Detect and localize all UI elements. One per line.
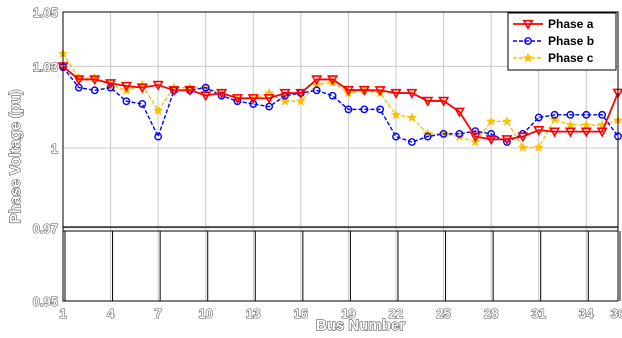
x-tick-label: 28	[484, 306, 498, 321]
x-tick-label: 36	[611, 306, 622, 321]
x-tick-label: 25	[436, 306, 450, 321]
data-point	[518, 143, 527, 151]
y-tick-label: 0.97	[33, 221, 58, 236]
legend: Phase a Phase b Phase c	[508, 13, 616, 70]
y-axis-title: Phase Voltage (pu)	[7, 90, 24, 224]
x-tick-label: 1	[59, 306, 66, 321]
legend-label: Phase c	[548, 51, 594, 65]
x-tick-label: 13	[246, 306, 260, 321]
y-tick-label: 1.03	[33, 59, 58, 74]
x-tick-label: 10	[198, 306, 212, 321]
y-tick-label: 1.05	[33, 5, 58, 20]
series-line	[63, 67, 618, 142]
x-axis-title: Bus Number	[316, 317, 405, 333]
y-tick-label: 1	[51, 141, 58, 156]
series-phase-b	[60, 64, 621, 145]
data-point	[329, 93, 335, 99]
x-tick-label: 31	[531, 306, 545, 321]
y-tick-label: 0.95	[33, 294, 58, 309]
x-tick-label: 4	[107, 306, 115, 321]
legend-label: Phase a	[548, 17, 594, 31]
data-point	[503, 117, 512, 125]
x-tick-label: 7	[155, 306, 162, 321]
x-tick-label: 16	[294, 306, 308, 321]
x-tick-label: 34	[579, 306, 594, 321]
legend-label: Phase b	[548, 34, 594, 48]
